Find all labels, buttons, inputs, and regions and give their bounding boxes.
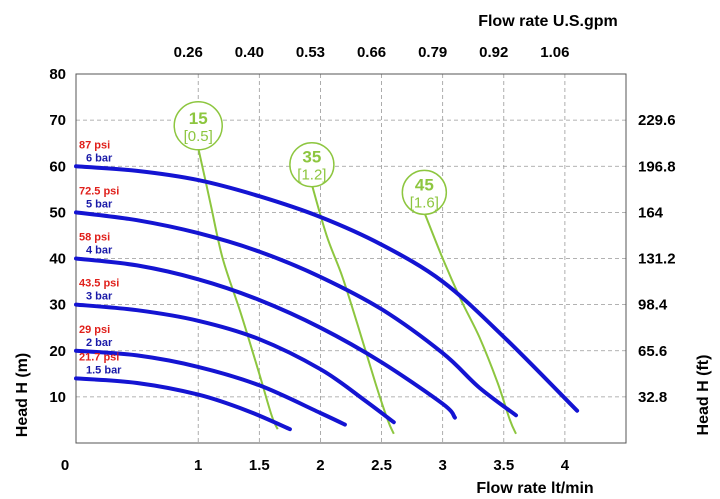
x-axis-title: Flow rate lt/min: [476, 480, 593, 497]
pressure-curve-0: [74, 164, 580, 413]
air-bubble-circle-1: [289, 141, 335, 188]
pressure-curves: [74, 164, 580, 432]
air-bubble-1: 35[1.2]: [289, 141, 335, 188]
air-bubble-circle-2: [401, 169, 448, 216]
pressure-curve-3: [74, 302, 396, 425]
y2-tick-2: 164: [638, 204, 664, 221]
x-tick-3: 2: [316, 457, 324, 474]
y-tick-4: 50: [49, 204, 66, 221]
pressure-curve-5: [74, 376, 292, 432]
bar-label-4: 2 bar: [86, 337, 113, 349]
bar-label-5: 1.5 bar: [86, 364, 122, 376]
y-tick-7: 80: [49, 66, 66, 83]
x2-tick-5: 0.92: [479, 44, 508, 61]
pressure-curve-2: [74, 256, 457, 420]
air-bubble-0: 15[0.5]: [173, 101, 223, 151]
x2-tick-2: 0.53: [296, 44, 325, 61]
y2-axis-title: Head H (ft): [695, 355, 712, 436]
y-axis-title: Head H (m): [14, 353, 31, 437]
x2-tick-1: 0.40: [235, 44, 264, 61]
y-tick-labels: 10 20 30 40 50 60 70 80: [49, 66, 66, 406]
x2-axis-title: Flow rate U.S.gpm: [478, 13, 618, 30]
bar-label-1: 5 bar: [86, 198, 113, 210]
x2-tick-6: 1.06: [540, 44, 569, 61]
x2-tick-labels: 0.26 0.40 0.53 0.66 0.79 0.92 1.06: [174, 44, 570, 61]
air-curve-0: [197, 147, 279, 430]
x-tick-0: 0: [61, 457, 69, 474]
psi-label-0: 87 psi: [79, 139, 110, 151]
air-bubble-value-2: 45: [415, 175, 434, 194]
bar-label-3: 3 bar: [86, 291, 113, 303]
psi-label-2: 58 psi: [79, 232, 110, 244]
air-bubble-2: 45[1.6]: [401, 169, 448, 216]
air-bubble-sublabel-0: [0.5]: [184, 128, 213, 145]
pressure-curve-4: [74, 348, 347, 427]
y2-tick-1: 196.8: [638, 158, 676, 175]
psi-label-4: 29 psi: [79, 324, 110, 336]
air-consumption-bubbles: 15[0.5] 35[1.2] 45[1.6]: [173, 101, 448, 216]
x-tick-2: 1.5: [249, 457, 270, 474]
x-tick-labels: 0 1 1.5 2 2.5 3 3.5 4: [61, 457, 570, 474]
y2-tick-0: 229.6: [638, 112, 676, 129]
air-bubble-value-1: 35: [302, 148, 321, 167]
air-bubble-sublabel-2: [1.6]: [410, 194, 439, 211]
x-tick-6: 3.5: [493, 457, 514, 474]
air-curve-2: [423, 212, 517, 435]
y2-tick-3: 131.2: [638, 251, 676, 268]
air-bubble-sublabel-1: [1.2]: [297, 167, 326, 184]
y-tick-5: 60: [49, 158, 66, 175]
psi-label-1: 72.5 psi: [79, 185, 119, 197]
psi-label-3: 43.5 psi: [79, 278, 119, 290]
y-tick-3: 40: [49, 251, 66, 268]
grid: [76, 74, 626, 443]
x-tick-4: 2.5: [371, 457, 392, 474]
psi-label-5: 21.7 psi: [79, 351, 119, 363]
y2-tick-5: 65.6: [638, 343, 667, 360]
y-tick-6: 70: [49, 112, 66, 129]
x-tick-7: 4: [561, 457, 570, 474]
y-tick-2: 30: [49, 297, 66, 314]
air-bubble-value-0: 15: [189, 109, 208, 128]
x2-tick-4: 0.79: [418, 44, 447, 61]
y2-tick-labels: 229.6 196.8 164 131.2 98.4 65.6 32.8: [638, 112, 676, 406]
x2-tick-3: 0.66: [357, 44, 386, 61]
y2-tick-4: 98.4: [638, 297, 668, 314]
bar-label-2: 4 bar: [86, 245, 113, 257]
y-tick-1: 20: [49, 343, 66, 360]
y-tick-0: 10: [49, 389, 66, 406]
air-bubble-circle-0: [173, 101, 223, 151]
y2-tick-6: 32.8: [638, 389, 667, 406]
bar-label-0: 6 bar: [86, 152, 113, 164]
pressure-curve-1: [74, 210, 518, 418]
x-tick-1: 1: [194, 457, 202, 474]
x2-tick-0: 0.26: [174, 44, 203, 61]
x-tick-5: 3: [438, 457, 446, 474]
